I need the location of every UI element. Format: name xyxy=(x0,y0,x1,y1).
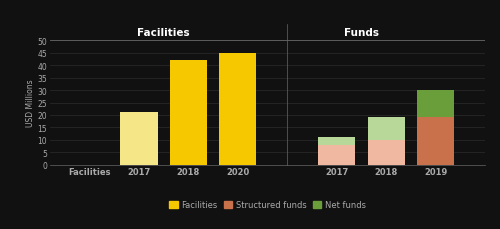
Bar xyxy=(318,145,355,165)
Legend: Facilities, Structured funds, Net funds: Facilities, Structured funds, Net funds xyxy=(166,197,369,213)
Y-axis label: USD Millions: USD Millions xyxy=(26,79,35,127)
Bar xyxy=(170,61,207,165)
Bar xyxy=(417,91,454,118)
Bar xyxy=(220,54,256,165)
Bar xyxy=(318,138,355,145)
Text: Funds: Funds xyxy=(344,27,379,38)
Bar xyxy=(120,113,158,165)
Bar xyxy=(368,140,405,165)
Text: Facilities: Facilities xyxy=(138,27,190,38)
Bar xyxy=(417,118,454,165)
Bar xyxy=(368,118,405,140)
